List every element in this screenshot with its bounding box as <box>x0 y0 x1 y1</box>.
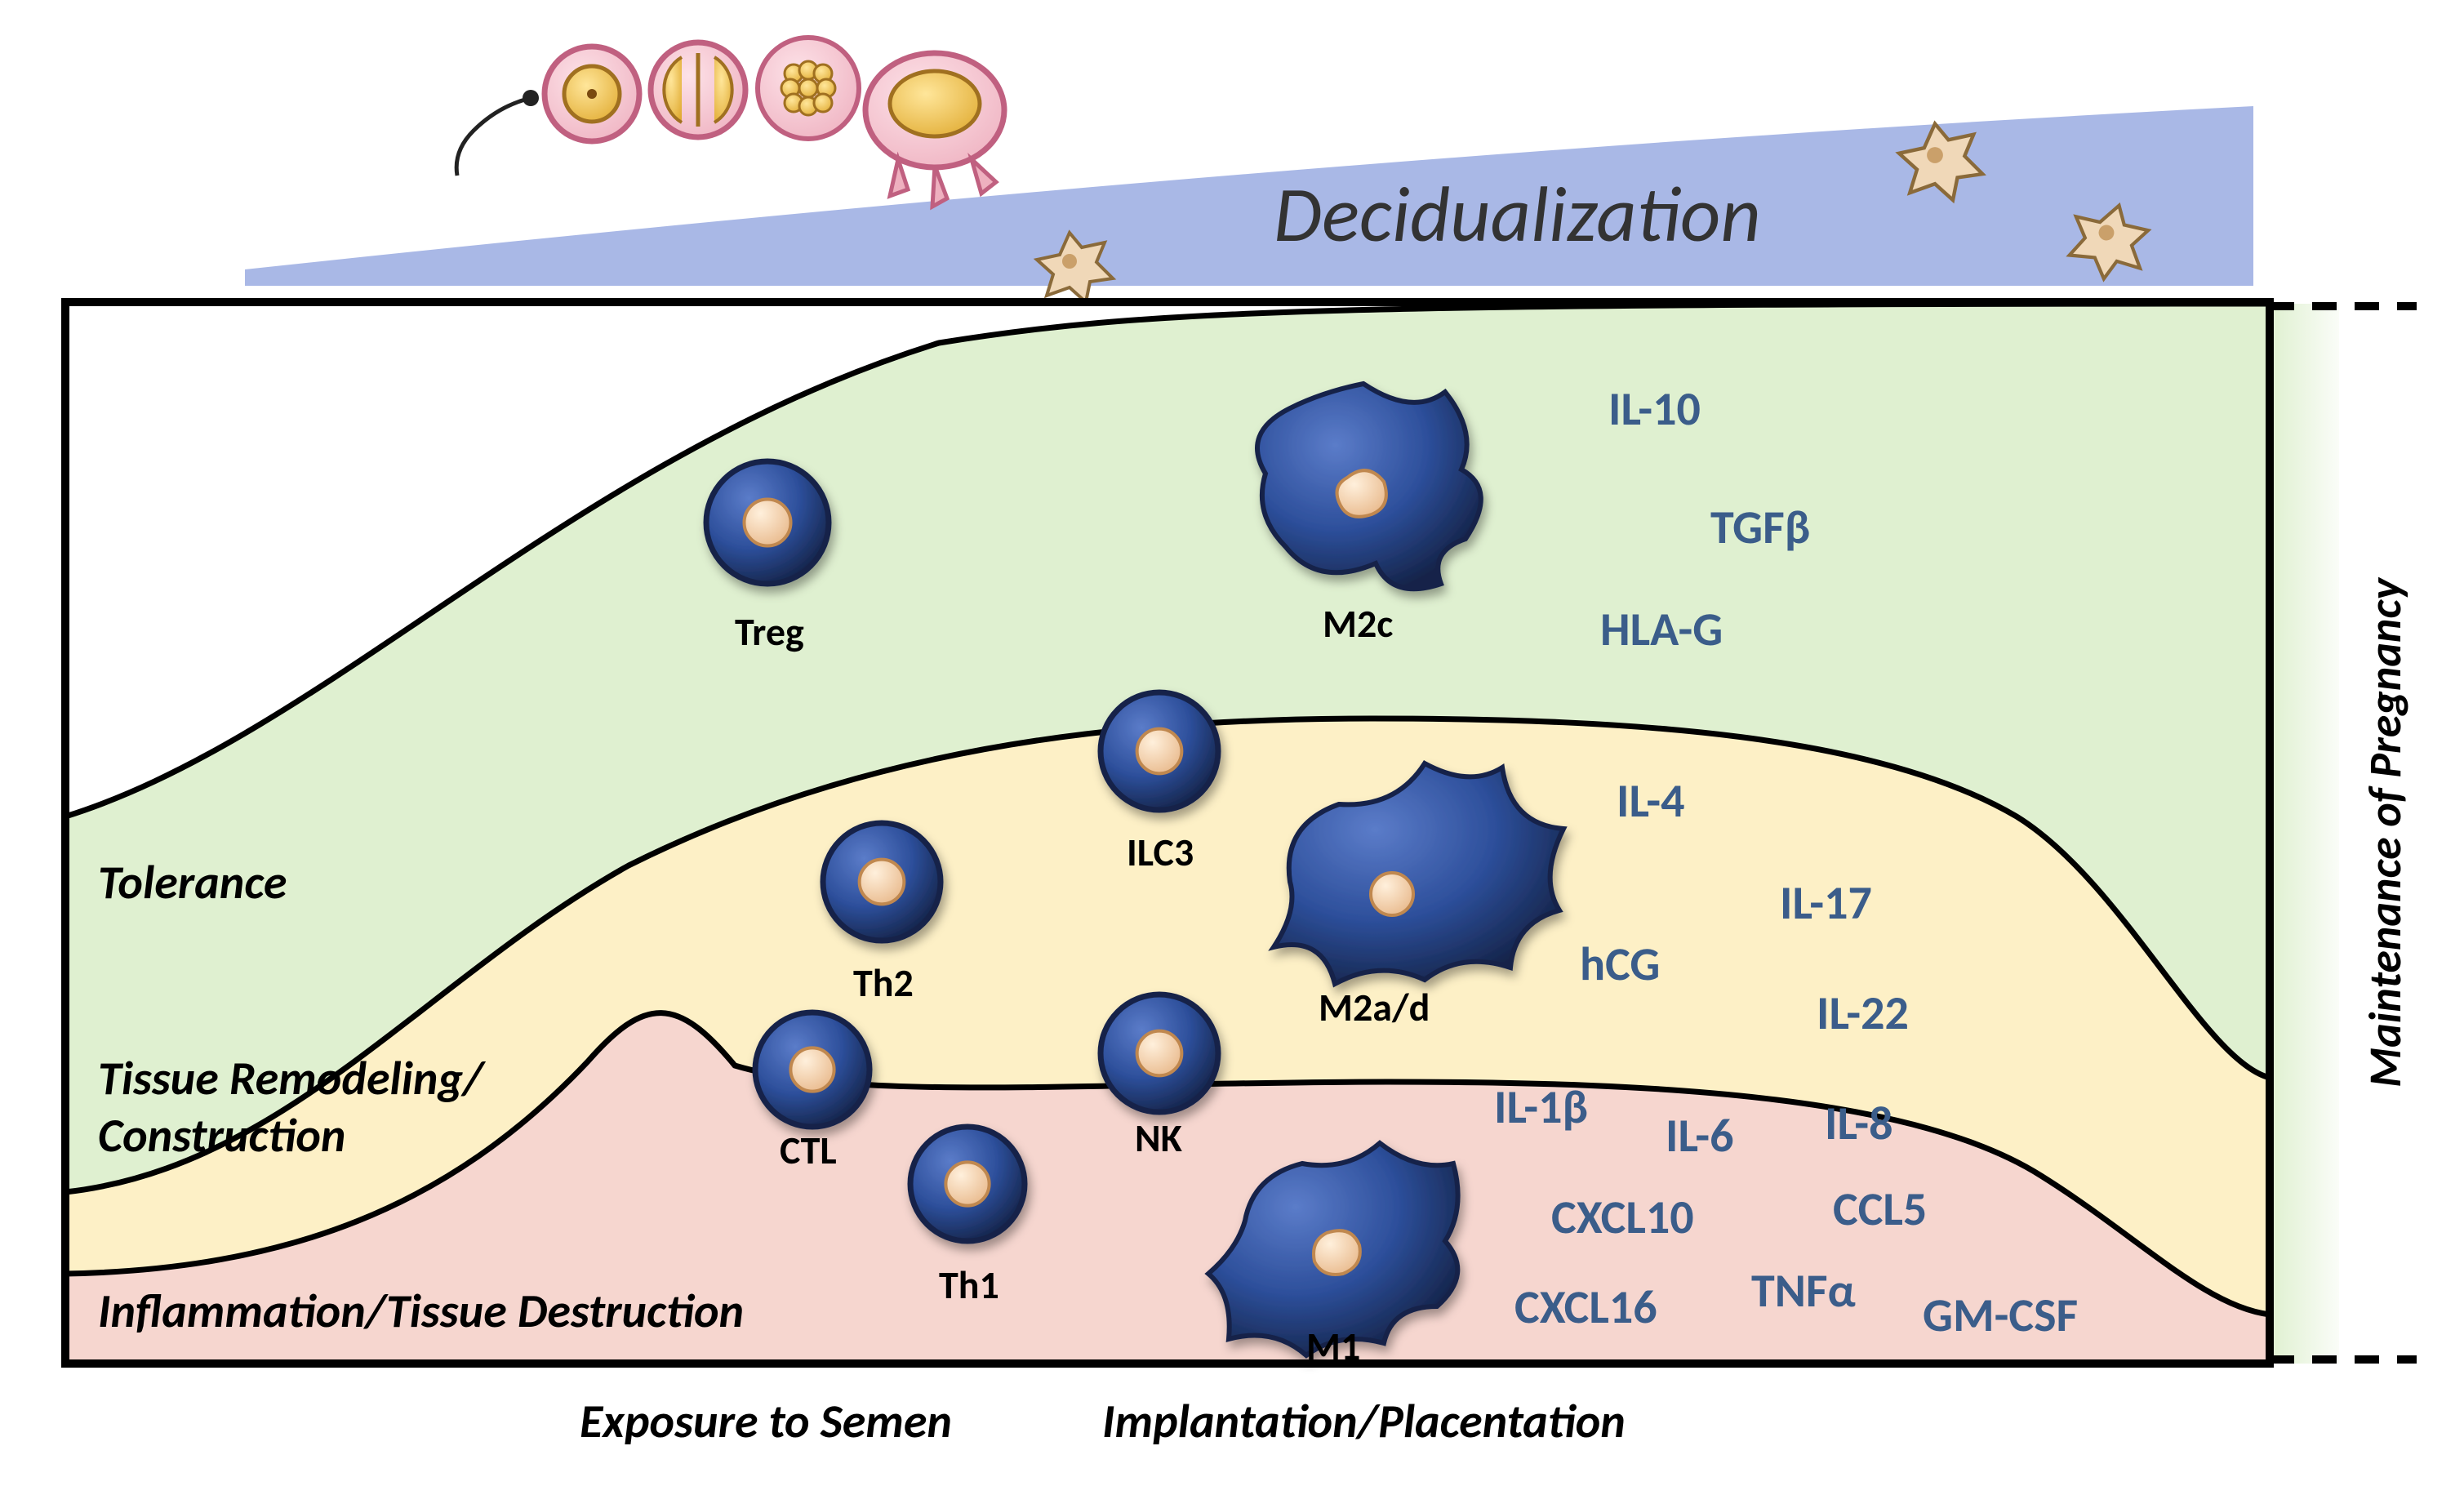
label-treg: Treg <box>735 607 804 656</box>
label-inflammation: Inflammation/Tissue Destruction <box>98 1282 744 1340</box>
cytokine-tnf: TNFα <box>1751 1261 1856 1319</box>
cytokine-il4: IL-4 <box>1617 772 1685 830</box>
label-remodel-2: Construction <box>98 1106 346 1164</box>
maintenance-strip <box>2270 304 2339 1364</box>
embryo-sperm-icon <box>456 90 539 176</box>
label-m2c: M2c <box>1323 599 1393 647</box>
cytokine-tgf: TGFβ <box>1710 498 1810 556</box>
label-m1: M1 <box>1306 1322 1360 1370</box>
label-nk: NK <box>1135 1114 1183 1162</box>
cell-nk <box>1101 994 1218 1112</box>
cell-th2 <box>823 823 941 941</box>
cytokine-gmcsf: GM-CSF <box>1923 1286 2078 1344</box>
cytokine-cxcl16: CXCL16 <box>1514 1278 1657 1336</box>
label-th2: Th2 <box>853 959 914 1007</box>
axis-exposure: Exposure to Semen <box>580 1392 952 1450</box>
label-ilc3: ILC3 <box>1127 828 1194 876</box>
header-title: Decidualization <box>1274 167 1761 262</box>
header-banner: Decidualization <box>245 38 2253 302</box>
main-panel: Tolerance Tissue Remodeling/ Constructio… <box>65 302 2417 1370</box>
label-ctl: CTL <box>780 1126 837 1174</box>
cytokine-hlag: HLA-G <box>1600 600 1723 658</box>
side-maintenance: Maintenance of Pregnancy <box>2358 576 2413 1087</box>
cytokine-il17: IL-17 <box>1780 874 1872 932</box>
embryo-2cell-icon <box>651 42 745 137</box>
cytokine-il22: IL-22 <box>1817 984 1909 1042</box>
diagram-root: Decidualization <box>0 0 2464 1495</box>
label-m2ad: M2a/d <box>1319 983 1430 1031</box>
embryo-zygote-icon <box>545 47 639 141</box>
embryo-blastocyst-icon <box>865 53 1004 207</box>
cell-ilc3 <box>1101 692 1218 810</box>
label-th1: Th1 <box>939 1261 999 1309</box>
cell-ctl <box>755 1012 870 1127</box>
cell-treg <box>706 461 829 584</box>
embryo-morula-icon <box>758 38 859 139</box>
cytokine-il8: IL-8 <box>1825 1094 1893 1152</box>
cytokine-hcg: hCG <box>1580 935 1660 993</box>
cytokine-cxcl10: CXCL10 <box>1551 1188 1694 1246</box>
cytokine-ccl5: CCL5 <box>1833 1180 1927 1238</box>
axis-implantation: Implantation/Placentation <box>1102 1392 1626 1450</box>
cytokine-il6: IL-6 <box>1666 1106 1734 1164</box>
label-remodel-1: Tissue Remodeling/ <box>98 1049 487 1107</box>
cytokine-il10: IL-10 <box>1608 380 1701 438</box>
label-tolerance: Tolerance <box>98 853 287 911</box>
cell-th1 <box>910 1127 1025 1241</box>
cytokine-il1: IL-1β <box>1494 1078 1588 1136</box>
